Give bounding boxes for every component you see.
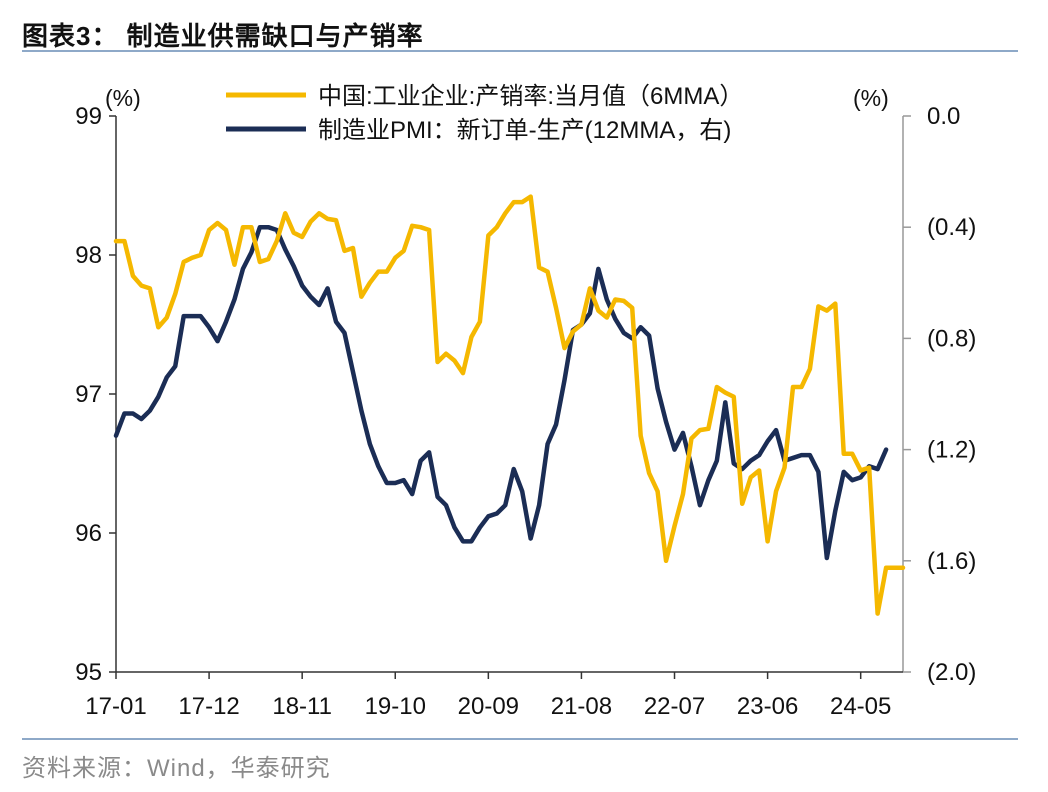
series-line-pmi-gap [113, 224, 889, 561]
x-tick-label: 24-05 [830, 693, 891, 720]
legend-label-sales-ratio: 中国:工业企业:产销率:当月值（6MMA） [318, 83, 743, 110]
legend: 中国:工业企业:产销率:当月值（6MMA） 制造业PMI：新订单-生产(12MMA… [226, 83, 743, 144]
right-tick-label: (2.0) [927, 659, 976, 686]
source-note: 资料来源：Wind，华泰研究 [22, 755, 331, 782]
left-tick-label: 97 [75, 381, 102, 408]
tick-labels: 95 96 97 98 99 0.0 (0.4) (0.8) (1.2) (1.6) (2.0) (%… [75, 85, 976, 720]
x-tick-label: 22-07 [644, 693, 705, 720]
left-tick-label: 98 [75, 242, 102, 269]
line-chart: 95 96 97 98 99 0.0 (0.4) (0.8) (1.2) (1.6) (2.0) (%… [75, 83, 976, 720]
right-tick-label: (1.6) [927, 548, 976, 575]
right-tick-label: (1.2) [927, 437, 976, 464]
left-tick-label: 95 [75, 659, 102, 686]
title-divider [22, 50, 1018, 52]
x-tick-label: 17-12 [178, 693, 239, 720]
series-lines [113, 194, 906, 616]
right-tick-label: (0.4) [927, 214, 976, 241]
footer-divider [22, 738, 1018, 740]
right-tick-label: 0.0 [927, 103, 960, 130]
x-tick-label: 19-10 [365, 693, 426, 720]
chart-axes [109, 115, 911, 679]
x-tick-label: 20-09 [458, 693, 519, 720]
x-tick-label: 23-06 [737, 693, 798, 720]
left-tick-label: 99 [75, 103, 102, 130]
left-tick-label: 96 [75, 520, 102, 547]
series-line-sales-ratio [113, 194, 906, 616]
legend-label-pmi-gap: 制造业PMI：新订单-生产(12MMA，右) [318, 117, 731, 144]
right-axis-unit: (%) [853, 85, 889, 111]
right-tick-label: (0.8) [927, 325, 976, 352]
x-tick-label: 21-08 [551, 693, 612, 720]
x-tick-label: 18-11 [272, 693, 332, 720]
chart-title: 图表3： 制造业供需缺口与产销率 [22, 21, 424, 51]
left-axis-unit: (%) [105, 85, 141, 111]
x-tick-label: 17-01 [85, 693, 146, 720]
